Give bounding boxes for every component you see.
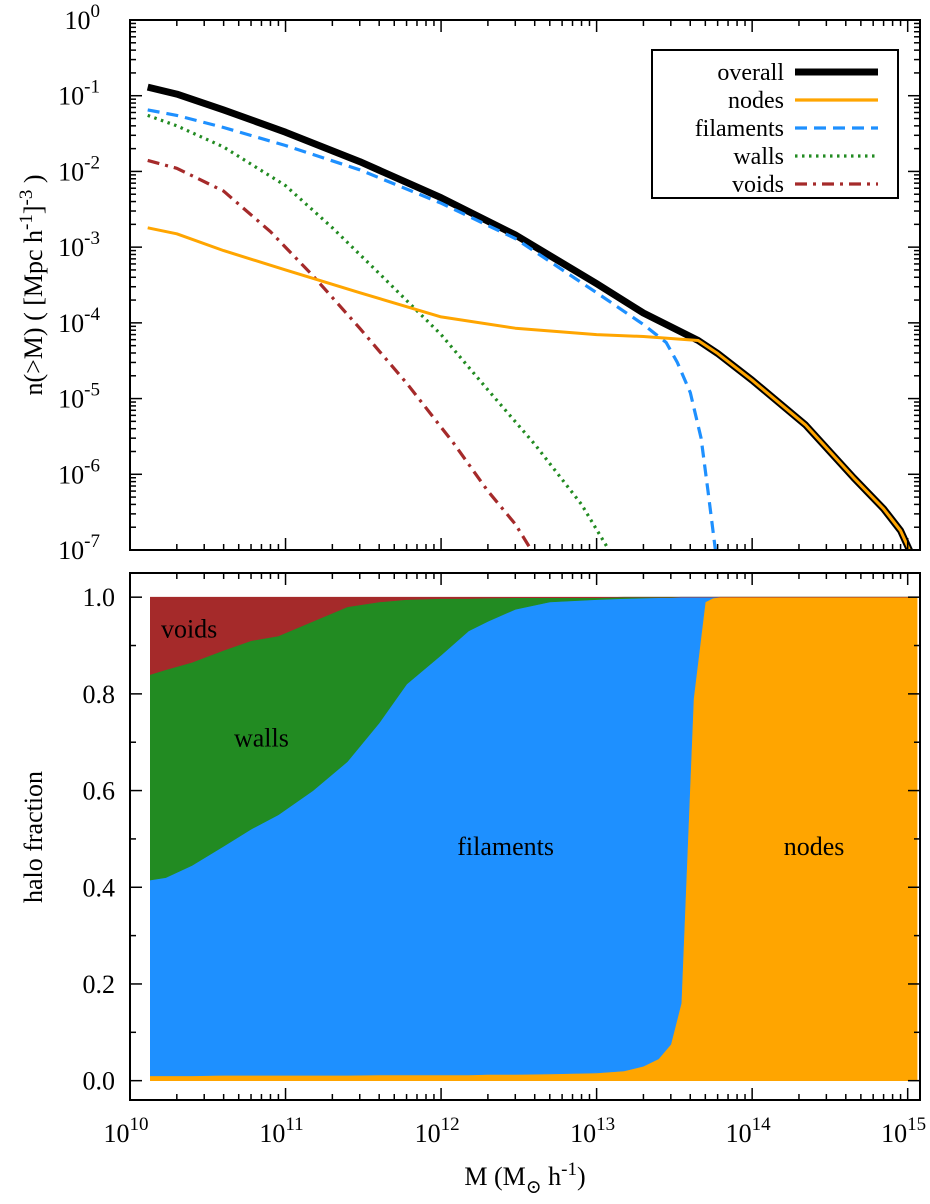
fraction-plot-frame	[129, 572, 921, 1101]
density-y-tick-label: 10-3	[58, 228, 100, 262]
density-y-tick-label: 10-1	[58, 77, 100, 111]
density-series-group	[146, 83, 914, 550]
legend-label-overall: overall	[717, 60, 784, 86]
density-y-axis-label: n(>M) ( [Mpc h-1]-3 )	[16, 174, 48, 395]
density-y-tick-label: 10-2	[58, 152, 100, 186]
mass-x-tick-label: 1012	[415, 1114, 460, 1148]
density-panel: 100 10-1 10-2 10-3 10-4 10-5 10-6 10-7 n(>M) ( …	[16, 1, 921, 565]
series-line-walls	[147, 113, 611, 550]
legend-label-voids: voids	[732, 172, 784, 198]
fraction-y-tick-label: 0.0	[83, 1067, 116, 1096]
mass-x-tick-label: 1011	[259, 1114, 303, 1148]
fraction-y-tick-label: 0.4	[83, 873, 116, 902]
fraction-y-tick-labels: 0.0 0.2 0.4 0.6 0.8 1.0	[83, 583, 116, 1095]
mass-x-tick-label: 1010	[104, 1114, 149, 1148]
fraction-area-labels: voids walls filaments nodes	[161, 615, 844, 862]
series-line-filaments	[147, 108, 717, 550]
area-label-walls: walls	[234, 723, 289, 752]
mass-x-tick-label: 1014	[726, 1114, 772, 1148]
density-y-tick-label: 10-6	[58, 455, 100, 489]
series-line-nodes	[147, 226, 912, 550]
density-y-tick-labels: 100 10-1 10-2 10-3 10-4 10-5 10-6 10-7	[58, 1, 100, 565]
fraction-y-axis-label: halo fraction	[19, 771, 48, 903]
fraction-panel: voids walls filaments nodes 0.0 0.2 0.4 0.6 0.8…	[19, 572, 927, 1198]
fraction-y-tick-label: 0.6	[83, 777, 116, 806]
fraction-areas-group	[150, 596, 918, 1081]
mass-x-tick-labels: 1010 1011 1012 1013 1014 1015	[104, 1114, 927, 1148]
legend-label-nodes: nodes	[728, 88, 784, 114]
fraction-y-tick-label: 0.8	[83, 680, 116, 709]
density-y-tick-label: 10-7	[58, 531, 100, 565]
density-plot-frame	[129, 19, 921, 551]
fraction-y-tick-label: 0.2	[83, 970, 116, 999]
legend-label-walls: walls	[733, 144, 784, 170]
density-y-tick-label: 100	[65, 1, 101, 35]
area-label-nodes: nodes	[784, 832, 845, 861]
legend-label-filaments: filaments	[695, 116, 784, 142]
series-line-voids	[147, 158, 533, 550]
area-label-voids: voids	[161, 615, 217, 644]
density-y-tick-label: 10-5	[58, 380, 100, 414]
fraction-y-tick-label: 1.0	[83, 583, 116, 612]
mass-x-tick-label: 1013	[570, 1114, 615, 1148]
area-label-filaments: filaments	[457, 832, 554, 861]
mass-x-axis-label: M (M⊙ h-1)	[464, 1159, 585, 1198]
density-y-tick-label: 10-4	[58, 304, 100, 338]
mass-x-tick-label: 1015	[881, 1114, 926, 1148]
